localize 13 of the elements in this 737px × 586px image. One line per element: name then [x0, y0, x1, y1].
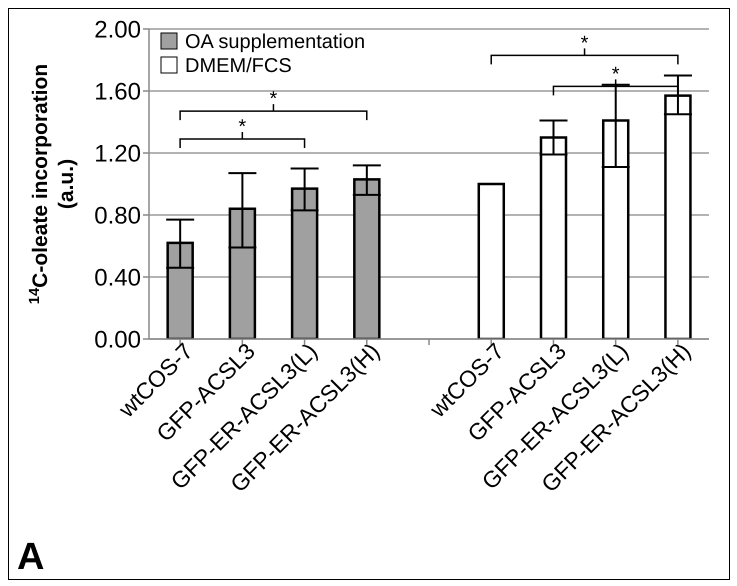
legend-label: OA supplementation — [185, 31, 366, 53]
y-tick-label: 1.20 — [94, 140, 141, 168]
legend-label: DMEM/FCS — [185, 55, 292, 77]
annotation: * — [270, 88, 278, 110]
annotation: * — [580, 32, 589, 54]
annotation: * — [612, 63, 620, 86]
text: A — [17, 536, 44, 578]
y-tick-label: 0.80 — [94, 202, 141, 230]
y-tick-label: 2.00 — [94, 16, 141, 44]
annotation: * — [238, 116, 246, 138]
bar — [478, 182, 506, 339]
y-tick-label: 0.40 — [94, 264, 141, 292]
y-tick-label: 1.60 — [94, 78, 141, 106]
